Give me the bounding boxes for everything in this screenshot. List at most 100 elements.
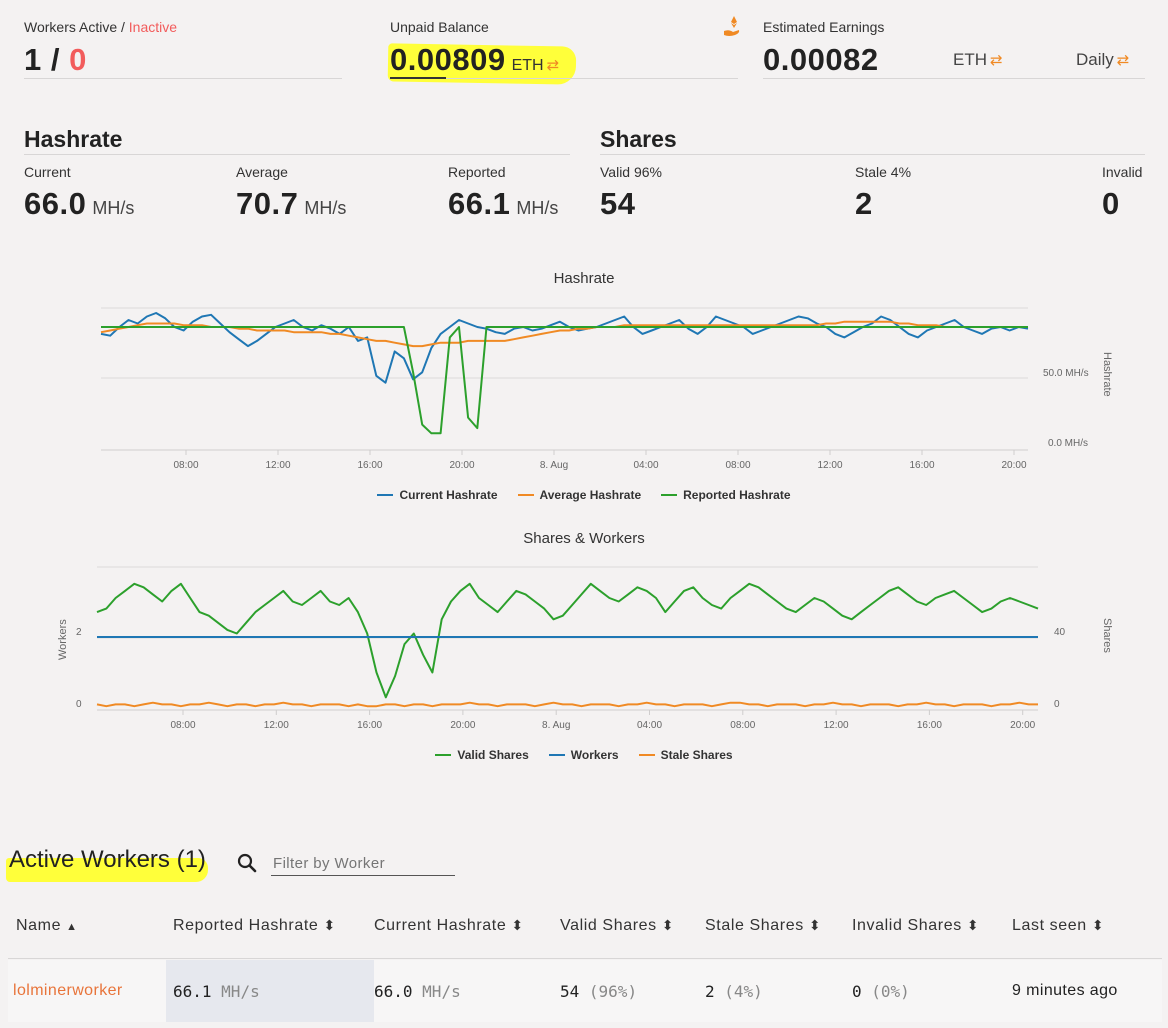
eth-hand-icon[interactable] — [723, 14, 741, 38]
x-tick-label: 08:00 — [730, 720, 755, 731]
x-tick-label: 16:00 — [917, 720, 942, 731]
x-tick-label: 20:00 — [1010, 720, 1035, 731]
legend-current-hashrate[interactable]: Current Hashrate — [377, 488, 498, 502]
worker-last-seen: 9 minutes ago — [1012, 982, 1118, 999]
legend-average-hashrate[interactable]: Average Hashrate — [517, 488, 641, 502]
column-invalid-shares[interactable]: Invalid Shares ⬍ — [852, 917, 980, 934]
sort-icon: ⬍ — [808, 917, 822, 933]
active-workers-title: Active Workers (1) — [9, 846, 206, 873]
shares-workers-chart[interactable]: 08:00 12:00 16:00 20:00 8. Aug 04:00 08:00 12:0… — [0, 560, 1168, 740]
unpaid-balance-label: Unpaid Balance — [390, 19, 489, 35]
invalid-shares-value: 0 — [1102, 186, 1120, 221]
shares-legend: Valid Shares Workers Stale Shares — [0, 748, 1168, 762]
x-tick-label: 04:00 — [633, 460, 658, 471]
hashrate-chart-title: Hashrate — [553, 270, 615, 287]
valid-shares-value: 54 — [600, 186, 636, 221]
unpaid-balance-value: 0.00809 — [390, 42, 506, 77]
stale-shares-label: Stale 4% — [855, 164, 912, 180]
workers-inactive-count: 0 — [69, 42, 87, 77]
x-tick-label: 16:00 — [357, 720, 382, 731]
filter-worker-input[interactable] — [271, 851, 455, 876]
search-icon[interactable] — [236, 852, 258, 874]
x-tick-label: 08:00 — [173, 460, 198, 471]
x-tick-label: 12:00 — [264, 720, 289, 731]
earnings-currency-toggle[interactable]: ETH ⇄ — [953, 50, 1003, 69]
legend-stale-shares[interactable]: Stale Shares — [638, 748, 733, 762]
y-tick-label: 0.0 MH/s — [1048, 438, 1088, 449]
swap-icon: ⇄ — [990, 52, 1003, 69]
worker-current-hashrate: 66.0 MH/s — [374, 982, 461, 1001]
worker-invalid-shares: 0 (0%) — [852, 982, 910, 1001]
legend-workers[interactable]: Workers — [548, 748, 619, 762]
sort-icon: ⬍ — [323, 917, 336, 933]
column-last-seen[interactable]: Last seen ⬍ — [1012, 917, 1105, 934]
x-tick-label: 12:00 — [265, 460, 290, 471]
x-tick-label: 12:00 — [817, 460, 842, 471]
x-tick-label: 08:00 — [170, 720, 195, 731]
legend-valid-shares[interactable]: Valid Shares — [435, 748, 529, 762]
highlight-mark — [6, 858, 208, 882]
series-line-reported-hashrate — [101, 326, 1028, 435]
hashrate-chart[interactable]: 08:00 12:00 16:00 20:00 8. Aug 04:00 08:00 12:0… — [0, 300, 1168, 480]
column-valid-shares[interactable]: Valid Shares ⬍ — [560, 917, 675, 934]
y-axis-label: Hashrate — [1101, 352, 1113, 397]
invalid-shares-label: Invalid — [1102, 164, 1143, 180]
x-tick-label: 8. Aug — [540, 460, 568, 471]
unpaid-underline — [390, 77, 446, 79]
estimated-earnings-label: Estimated Earnings — [763, 19, 885, 35]
series-line-average-hashrate — [100, 320, 1028, 348]
sorted-column-highlight — [166, 960, 374, 1022]
workers-active-label: Workers Active / Inactive — [24, 19, 178, 35]
x-tick-label: 20:00 — [1001, 460, 1026, 471]
unpaid-balance: 0.00809 ETH ⇄ — [390, 42, 559, 78]
workers-table-header: Name ▲ Reported Hashrate ⬍ Current Hashr… — [0, 908, 1168, 944]
worker-reported-hashrate: 66.1 MH/s — [173, 982, 260, 1001]
earnings-period-toggle[interactable]: Daily ⇄ — [1076, 50, 1130, 69]
estimated-earnings-value: 0.00082 — [763, 42, 879, 77]
swap-icon: ⇄ — [1116, 52, 1130, 69]
unpaid-balance-unit: ETH — [511, 57, 544, 74]
y-tick-label-right: 40 — [1054, 627, 1066, 638]
valid-shares-label: Valid 96% — [600, 164, 663, 180]
y-tick-label-right: 0 — [1054, 699, 1060, 710]
stale-shares-value: 2 — [855, 186, 873, 221]
x-tick-label: 16:00 — [909, 460, 934, 471]
average-hashrate: 70.7 MH/s — [236, 186, 347, 221]
x-tick-label: 04:00 — [637, 720, 662, 731]
y-tick-label-left: 2 — [76, 627, 82, 638]
sort-asc-icon: ▲ — [66, 921, 78, 933]
sort-icon: ⬍ — [966, 917, 980, 933]
average-hashrate-label: Average — [236, 164, 288, 180]
workers-active-count: 1 — [24, 42, 42, 77]
x-tick-label: 16:00 — [357, 460, 382, 471]
column-stale-shares[interactable]: Stale Shares ⬍ — [705, 917, 822, 934]
column-current-hashrate[interactable]: Current Hashrate ⬍ — [374, 917, 524, 934]
hashrate-title: Hashrate — [24, 126, 123, 152]
reported-hashrate: 66.1 MH/s — [448, 186, 559, 221]
y-tick-label-left: 0 — [76, 699, 82, 710]
workers-count: 1 / 0 — [24, 42, 87, 77]
column-reported-hashrate[interactable]: Reported Hashrate ⬍ — [173, 917, 336, 934]
y-axis-label-right: Shares — [1101, 618, 1113, 653]
swap-icon[interactable]: ⇄ — [546, 57, 560, 74]
table-row[interactable]: lolminerworker 66.1 MH/s 66.0 MH/s 54 (9… — [8, 960, 1162, 1022]
x-tick-label: 20:00 — [449, 460, 474, 471]
current-hashrate: 66.0 MH/s — [24, 186, 135, 221]
worker-name-link[interactable]: lolminerworker — [13, 982, 123, 999]
x-tick-label: 12:00 — [824, 720, 849, 731]
shares-chart-title: Shares & Workers — [523, 530, 645, 547]
series-line-valid-shares — [96, 582, 1039, 699]
inactive-label: Inactive — [128, 19, 178, 35]
y-tick-label: 50.0 MH/s — [1043, 368, 1089, 379]
reported-hashrate-label: Reported — [448, 164, 506, 180]
worker-valid-shares: 54 (96%) — [560, 982, 638, 1001]
legend-reported-hashrate[interactable]: Reported Hashrate — [661, 488, 791, 502]
hashrate-legend: Current Hashrate Average Hashrate Report… — [0, 488, 1168, 502]
x-tick-label: 20:00 — [450, 720, 475, 731]
series-line-stale-shares — [96, 701, 1038, 708]
sort-icon: ⬍ — [511, 917, 524, 933]
x-tick-label: 08:00 — [725, 460, 750, 471]
worker-stale-shares: 2 (4%) — [705, 982, 763, 1001]
column-name[interactable]: Name ▲ — [16, 917, 78, 934]
shares-title: Shares — [600, 126, 677, 152]
